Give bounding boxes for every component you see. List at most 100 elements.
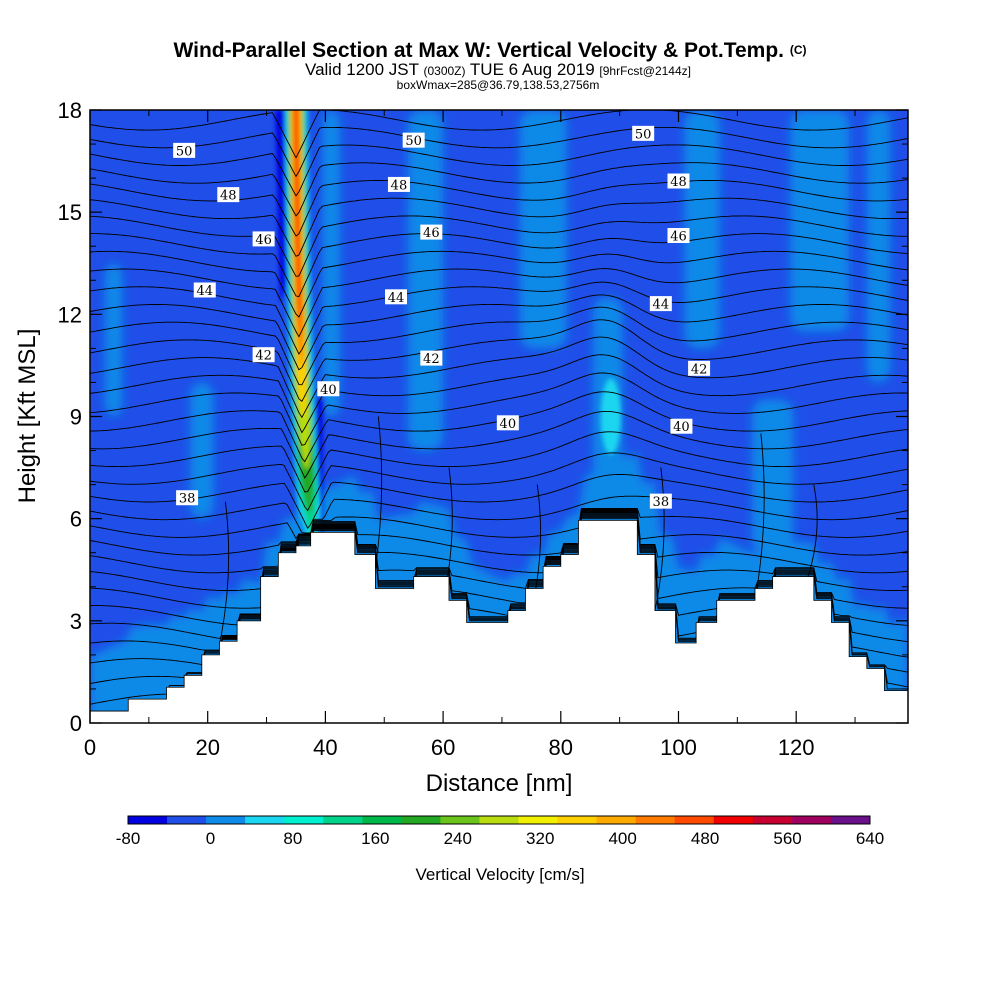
colorbar-tick-label: 560 (773, 829, 801, 848)
isentrope-line (90, 162, 908, 217)
y-axis-label: Height [Kft MSL] (14, 329, 41, 504)
colorbar-tick-label: 240 (444, 829, 472, 848)
svg-text:48: 48 (670, 175, 687, 190)
isentrope-label: 50 (402, 132, 425, 149)
isentrope-line (90, 294, 908, 371)
updraft-plume (190, 382, 214, 519)
isentrope-line (90, 372, 908, 446)
updraft-plume (104, 263, 123, 417)
isentrope-label: 46 (420, 224, 443, 241)
colorbar-swatch (401, 816, 441, 824)
updraft-plume (322, 110, 341, 417)
y-tick-label: 12 (58, 302, 82, 327)
colorbar-swatch (635, 816, 676, 824)
colorbar-tick-label: 160 (361, 829, 389, 848)
svg-text:50: 50 (405, 134, 422, 149)
colorbar-tick-label: 0 (206, 829, 215, 848)
y-tick-label: 0 (70, 711, 82, 736)
isentrope-line (90, 354, 908, 434)
svg-text:42: 42 (423, 352, 440, 367)
isentrope-label: 48 (387, 176, 410, 193)
colorbar-swatch (284, 816, 324, 824)
isentrope-line (90, 452, 908, 512)
svg-text:46: 46 (423, 226, 440, 241)
colorbar-swatch (518, 816, 559, 824)
isentrope-label: 38 (649, 493, 672, 510)
x-tick-label: 120 (778, 735, 815, 760)
colorbar-swatch (440, 816, 480, 824)
chart-title: Wind-Parallel Section at Max W: Vertical… (173, 39, 806, 62)
isentrope-line (90, 518, 908, 705)
colorbar-tick-label: -80 (116, 829, 141, 848)
colorbar-swatch (596, 816, 637, 824)
x-tick-label: 40 (313, 735, 337, 760)
colorbar-swatch (323, 816, 363, 824)
svg-text:46: 46 (670, 230, 687, 245)
updraft-plume (790, 110, 850, 332)
isentrope-label: 46 (252, 231, 275, 248)
colorbar-swatch (752, 816, 793, 824)
svg-text:44: 44 (388, 291, 405, 306)
isentrope-line (90, 233, 908, 298)
isentrope-label: 44 (649, 296, 672, 313)
colorbar-tick-label: 400 (608, 829, 636, 848)
chart-subtitle-box: boxWmax=285@36.79,138.53,2756m (397, 78, 600, 92)
colorbar-tick-label: 80 (283, 829, 302, 848)
colorbar-swatch (206, 816, 246, 824)
colorbar-swatch (479, 816, 520, 824)
svg-text:42: 42 (255, 349, 272, 364)
isentrope-line (90, 410, 908, 479)
y-axis: 0 3 6 9 12 15 18 (58, 98, 908, 736)
svg-text:50: 50 (176, 144, 193, 159)
y-tick-label: 15 (58, 200, 82, 225)
isentrope-label: 48 (217, 187, 240, 204)
svg-text:40: 40 (673, 420, 690, 435)
svg-text:40: 40 (500, 417, 517, 432)
isentrope-line (90, 110, 908, 159)
isentrope-line (90, 197, 908, 257)
x-tick-label: 20 (195, 735, 219, 760)
isentrope-line (90, 431, 908, 493)
isentrope-line (90, 516, 908, 673)
y-tick-label: 6 (70, 507, 82, 532)
isentrope-line (90, 514, 908, 643)
isentrope-line (90, 281, 908, 355)
isentrope-labels: 50 48 46 44 42 40 38 50 48 46 44 42 40 50 48 46 44 42 40 38 (173, 125, 711, 510)
updraft-plume (684, 110, 720, 349)
svg-text:42: 42 (691, 362, 708, 377)
colorbar-tick-label: 480 (691, 829, 719, 848)
isentrope-line (807, 484, 818, 577)
colorbar-swatch (167, 816, 207, 824)
isentrope-label: 42 (252, 347, 275, 364)
colorbar-tick-label: 640 (856, 829, 884, 848)
isentrope-label: 38 (176, 490, 199, 507)
colorbar-swatch (245, 816, 285, 824)
isentrope-line (90, 473, 908, 530)
colorbar-frame (127, 815, 871, 825)
svg-text:44: 44 (196, 284, 213, 299)
isentrope-line (654, 467, 665, 611)
svg-text:44: 44 (653, 298, 670, 313)
y-tick-label: 18 (58, 98, 82, 123)
isentrope-label: 46 (667, 228, 690, 245)
isentrope-line (90, 513, 908, 626)
x-axis: 0 20 40 60 80 100 120 (84, 110, 856, 760)
colorbar-swatch (674, 816, 715, 824)
colorbar-tick-label: 320 (526, 829, 554, 848)
isentrope-line (90, 509, 908, 556)
isentrope-line (219, 501, 230, 645)
colorbar-swatch (128, 816, 168, 824)
updraft-plume (519, 110, 567, 349)
isentrope-line (90, 126, 908, 178)
colorbar-swatch (791, 816, 832, 824)
isentrope-line (754, 433, 765, 601)
isentrope-label: 50 (173, 142, 196, 159)
isentrope-line (90, 336, 908, 419)
colorbar: -80 0 80 160 240 320 400 480 560 640 (116, 815, 884, 848)
colorbar-swatch (557, 816, 598, 824)
isentrope-line (90, 511, 908, 591)
updraft-plume (866, 110, 891, 383)
isentrope-line (90, 250, 908, 318)
isentrope-label: 40 (670, 418, 693, 435)
isentrope-label: 44 (193, 282, 216, 299)
